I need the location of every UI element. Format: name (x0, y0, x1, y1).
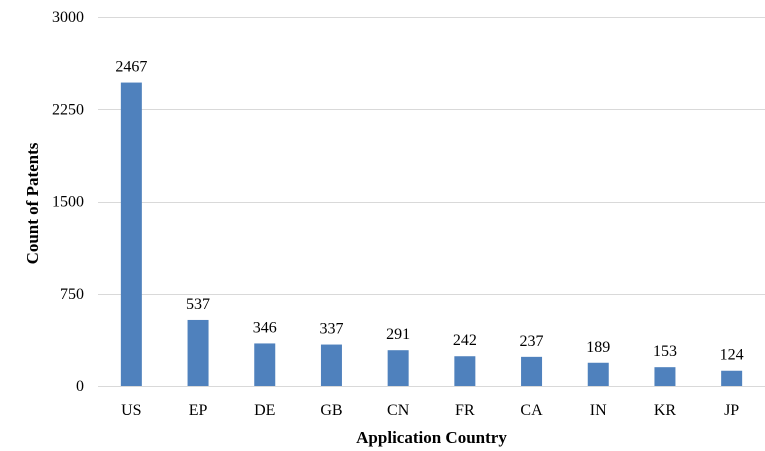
x-tick-label: CA (520, 402, 543, 419)
bar-gb (320, 344, 342, 386)
bars (120, 82, 743, 387)
bar-fr (454, 356, 476, 386)
bar-cn (387, 350, 409, 386)
data-labels: 2467 537 346 337 291 242 237 189 153 124 (115, 59, 743, 364)
bar-ep (187, 319, 209, 386)
data-label: 242 (453, 332, 477, 349)
y-tick-label: 0 (76, 378, 84, 395)
y-tick-label: 1500 (52, 194, 84, 211)
x-tick-label: CN (387, 402, 410, 419)
x-tick-label: FR (455, 402, 475, 419)
bar-jp (721, 370, 743, 386)
bar-in (587, 362, 609, 386)
bar-kr (654, 367, 676, 386)
y-tick-label: 750 (60, 286, 84, 303)
data-label: 346 (253, 319, 277, 336)
x-axis-tick-labels: US EP DE GB CN FR CA IN KR JP (121, 402, 739, 419)
data-label: 537 (186, 296, 210, 313)
x-tick-label: IN (590, 402, 607, 419)
data-label: 124 (720, 347, 744, 364)
x-tick-label: EP (189, 402, 208, 419)
data-label: 337 (319, 321, 343, 338)
bar-de (254, 343, 276, 386)
bar-ca (521, 356, 543, 386)
y-tick-label: 2250 (52, 101, 84, 118)
y-axis-title: Count of Patents (23, 142, 42, 264)
x-tick-label: DE (254, 402, 275, 419)
bar-us (120, 82, 142, 387)
data-label: 291 (386, 326, 410, 343)
data-label: 237 (520, 333, 544, 350)
data-label: 153 (653, 343, 677, 360)
y-tick-label: 3000 (52, 9, 84, 26)
data-label: 2467 (115, 59, 147, 76)
x-tick-label: US (121, 402, 141, 419)
x-tick-label: JP (724, 402, 739, 419)
x-axis-title: Application Country (356, 428, 507, 447)
data-label: 189 (586, 339, 610, 356)
y-axis-tick-labels: 0 750 1500 2250 3000 (52, 9, 84, 395)
gridlines (98, 17, 765, 387)
x-tick-label: GB (320, 402, 342, 419)
x-tick-label: KR (654, 402, 677, 419)
